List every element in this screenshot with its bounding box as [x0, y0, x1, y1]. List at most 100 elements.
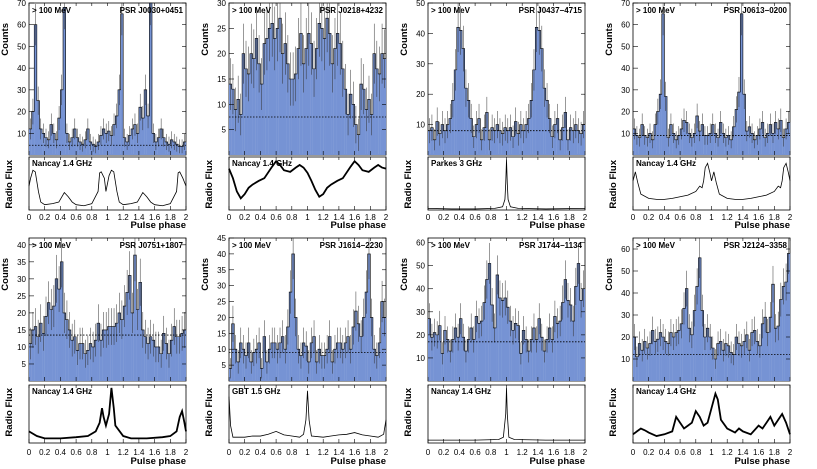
histogram-bar [333, 349, 337, 381]
histogram-bar [304, 346, 308, 381]
histogram-bar [359, 84, 363, 155]
histogram-bar [433, 332, 436, 381]
y-tick-label: 30 [217, 282, 226, 291]
x-tick-label: 2 [384, 448, 389, 457]
histogram-bar [136, 133, 140, 155]
histogram-bar [307, 33, 311, 155]
histogram-bar [286, 63, 290, 155]
radio-flux-axis-title: Radio Flux [403, 387, 414, 436]
x-tick-label: 0.2 [438, 448, 450, 457]
pulsar-name-label: PSR J0613−0200 [724, 6, 788, 15]
x-tick-label: 1.8 [165, 448, 177, 457]
histogram-bar [776, 326, 780, 381]
histogram-bar [748, 126, 751, 155]
x-tick-label: 1 [504, 448, 509, 457]
histogram-bar [732, 354, 736, 381]
histogram-bar [29, 343, 32, 381]
x-axis-title: Pulse phase [735, 456, 790, 467]
histogram-bar [133, 255, 137, 381]
histogram-bar [336, 342, 340, 381]
histogram-bar [503, 297, 507, 381]
histogram-bar [701, 124, 704, 155]
y-tick-label: 30 [217, 0, 226, 8]
histogram-bar [351, 326, 355, 381]
histogram-bar [779, 299, 783, 381]
histogram-bar [706, 328, 710, 381]
y-tick-label: 10 [621, 355, 630, 364]
histogram-bar [787, 253, 791, 381]
histogram-bar [509, 321, 512, 381]
histogram-bar [257, 63, 261, 155]
histogram-bar [441, 124, 444, 155]
histogram-bar [252, 352, 256, 381]
radio-flux-axis-title: Radio Flux [204, 387, 215, 436]
histogram-bar [721, 133, 725, 155]
y-tick-label: 35 [17, 258, 26, 267]
histogram-bar [39, 128, 43, 155]
histogram-bar [110, 135, 113, 155]
histogram-bar [640, 350, 644, 381]
histogram-bar [60, 89, 64, 155]
y-tick-label: 30 [17, 86, 26, 95]
histogram-bar [315, 48, 319, 155]
histogram-bar [34, 326, 37, 381]
x-tick-label: 0.2 [39, 448, 51, 457]
histogram-bar [656, 339, 660, 381]
x-tick-label: 0 [227, 448, 232, 457]
pulsar-panel: 0 0.2 0.4 0.6 0.8 1 1.2 1.4 1.6 1.8 2 10 20 30 40 50 60 7… [0, 0, 189, 231]
x-tick-label: 1.8 [769, 448, 781, 457]
histogram-bar [234, 109, 237, 155]
x-tick-label: 2 [583, 213, 588, 222]
radio-telescope-label: Nancay 1.4 GHz [32, 159, 92, 168]
histogram-bar [693, 310, 696, 381]
histogram-bar [302, 342, 306, 381]
y-tick-label: 5 [222, 361, 227, 370]
histogram-bar [456, 27, 460, 155]
histogram-bar [281, 53, 285, 155]
histogram-bar [136, 309, 140, 381]
histogram-bar [302, 63, 306, 155]
x-tick-label: 0.4 [55, 448, 67, 457]
histogram-bar [149, 3, 153, 155]
histogram-bar [685, 288, 689, 381]
histogram-bar [511, 330, 515, 381]
histogram-bar [761, 323, 764, 381]
histogram-bar [255, 349, 258, 381]
histogram-bar [60, 261, 64, 381]
histogram-bar [687, 133, 691, 155]
histogram-bar [270, 23, 274, 155]
histogram-bar [435, 334, 439, 381]
histogram-bar [49, 309, 53, 381]
y-tick-label: 50 [621, 267, 630, 276]
x-tick-label: 1.8 [564, 448, 576, 457]
radio-profile-line [632, 390, 791, 437]
histogram-bar [338, 342, 342, 381]
histogram-bar [482, 127, 486, 155]
histogram-bar [532, 327, 536, 381]
histogram-bar [774, 122, 778, 155]
y-tick-label: 60 [621, 21, 630, 30]
histogram-bar [682, 120, 686, 155]
histogram-bar [462, 48, 465, 155]
histogram-outline [29, 254, 186, 355]
histogram-bar [776, 128, 780, 155]
histogram-bar [278, 18, 282, 156]
histogram-bar [577, 263, 580, 381]
histogram-bar [748, 350, 751, 381]
histogram-bar [732, 126, 736, 155]
x-tick-label: 0.4 [454, 213, 466, 222]
histogram-bar [273, 342, 277, 381]
histogram-bar [556, 323, 559, 381]
histogram-bar [771, 133, 775, 155]
pulsar-panel: 0 0.2 0.4 0.6 0.8 1 1.2 1.4 1.6 1.8 2 10 20 30 40 50 > 1… [399, 0, 588, 231]
histogram-bar [651, 330, 655, 381]
histogram-outline [428, 27, 585, 141]
histogram-bar [278, 342, 282, 381]
histogram-bar [104, 329, 108, 381]
energy-label: > 100 MeV [232, 241, 272, 250]
histogram-bar [57, 118, 61, 155]
y-tick-label: 20 [217, 313, 226, 322]
histogram-bar [151, 133, 155, 155]
energy-label: > 100 MeV [636, 6, 676, 15]
radio-frame [632, 384, 791, 444]
